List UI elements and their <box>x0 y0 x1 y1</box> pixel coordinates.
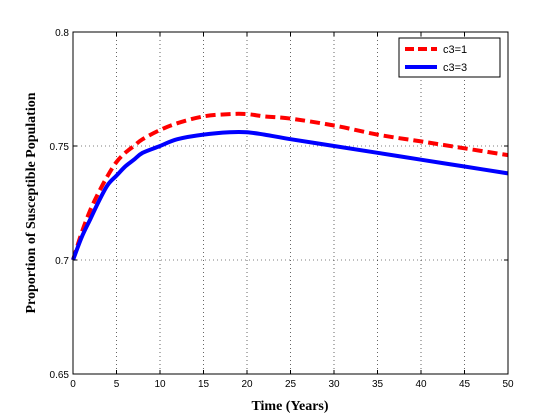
x-tick-label: 20 <box>241 379 253 390</box>
ticks: 0 5 10 15 20 25 30 35 40 45 50 0.65 0.7 0.75 0.8 <box>50 28 514 390</box>
x-tick-label: 15 <box>198 379 210 390</box>
legend: c3=1 c3=3 <box>398 37 501 78</box>
series-line-c3=3 <box>71 130 509 261</box>
series-layer <box>71 111 509 261</box>
x-tick-label: 35 <box>372 379 384 390</box>
x-tick-label: 10 <box>154 379 166 390</box>
y-tick-label: 0.65 <box>50 370 70 381</box>
grid <box>73 32 508 374</box>
x-tick-label: 5 <box>114 379 120 390</box>
x-tick-label: 30 <box>328 379 340 390</box>
legend-box <box>398 37 501 78</box>
y-tick-label: 0.75 <box>50 142 70 153</box>
x-tick-label: 40 <box>415 379 427 390</box>
x-axis-label: Time (Years) <box>251 399 328 414</box>
x-tick-label: 50 <box>502 379 514 390</box>
x-tick-label: 0 <box>70 379 76 390</box>
legend-label: c3=3 <box>443 62 467 74</box>
y-tick-label: 0.8 <box>55 28 69 39</box>
legend-label: c3=1 <box>443 44 467 56</box>
y-axis-label: Proportion of Susceptible Population <box>24 92 39 313</box>
x-tick-label: 45 <box>459 379 471 390</box>
series-line-c3=1 <box>71 111 509 261</box>
plot-background <box>73 32 508 374</box>
x-tick-label: 25 <box>285 379 297 390</box>
y-tick-label: 0.7 <box>55 256 69 267</box>
